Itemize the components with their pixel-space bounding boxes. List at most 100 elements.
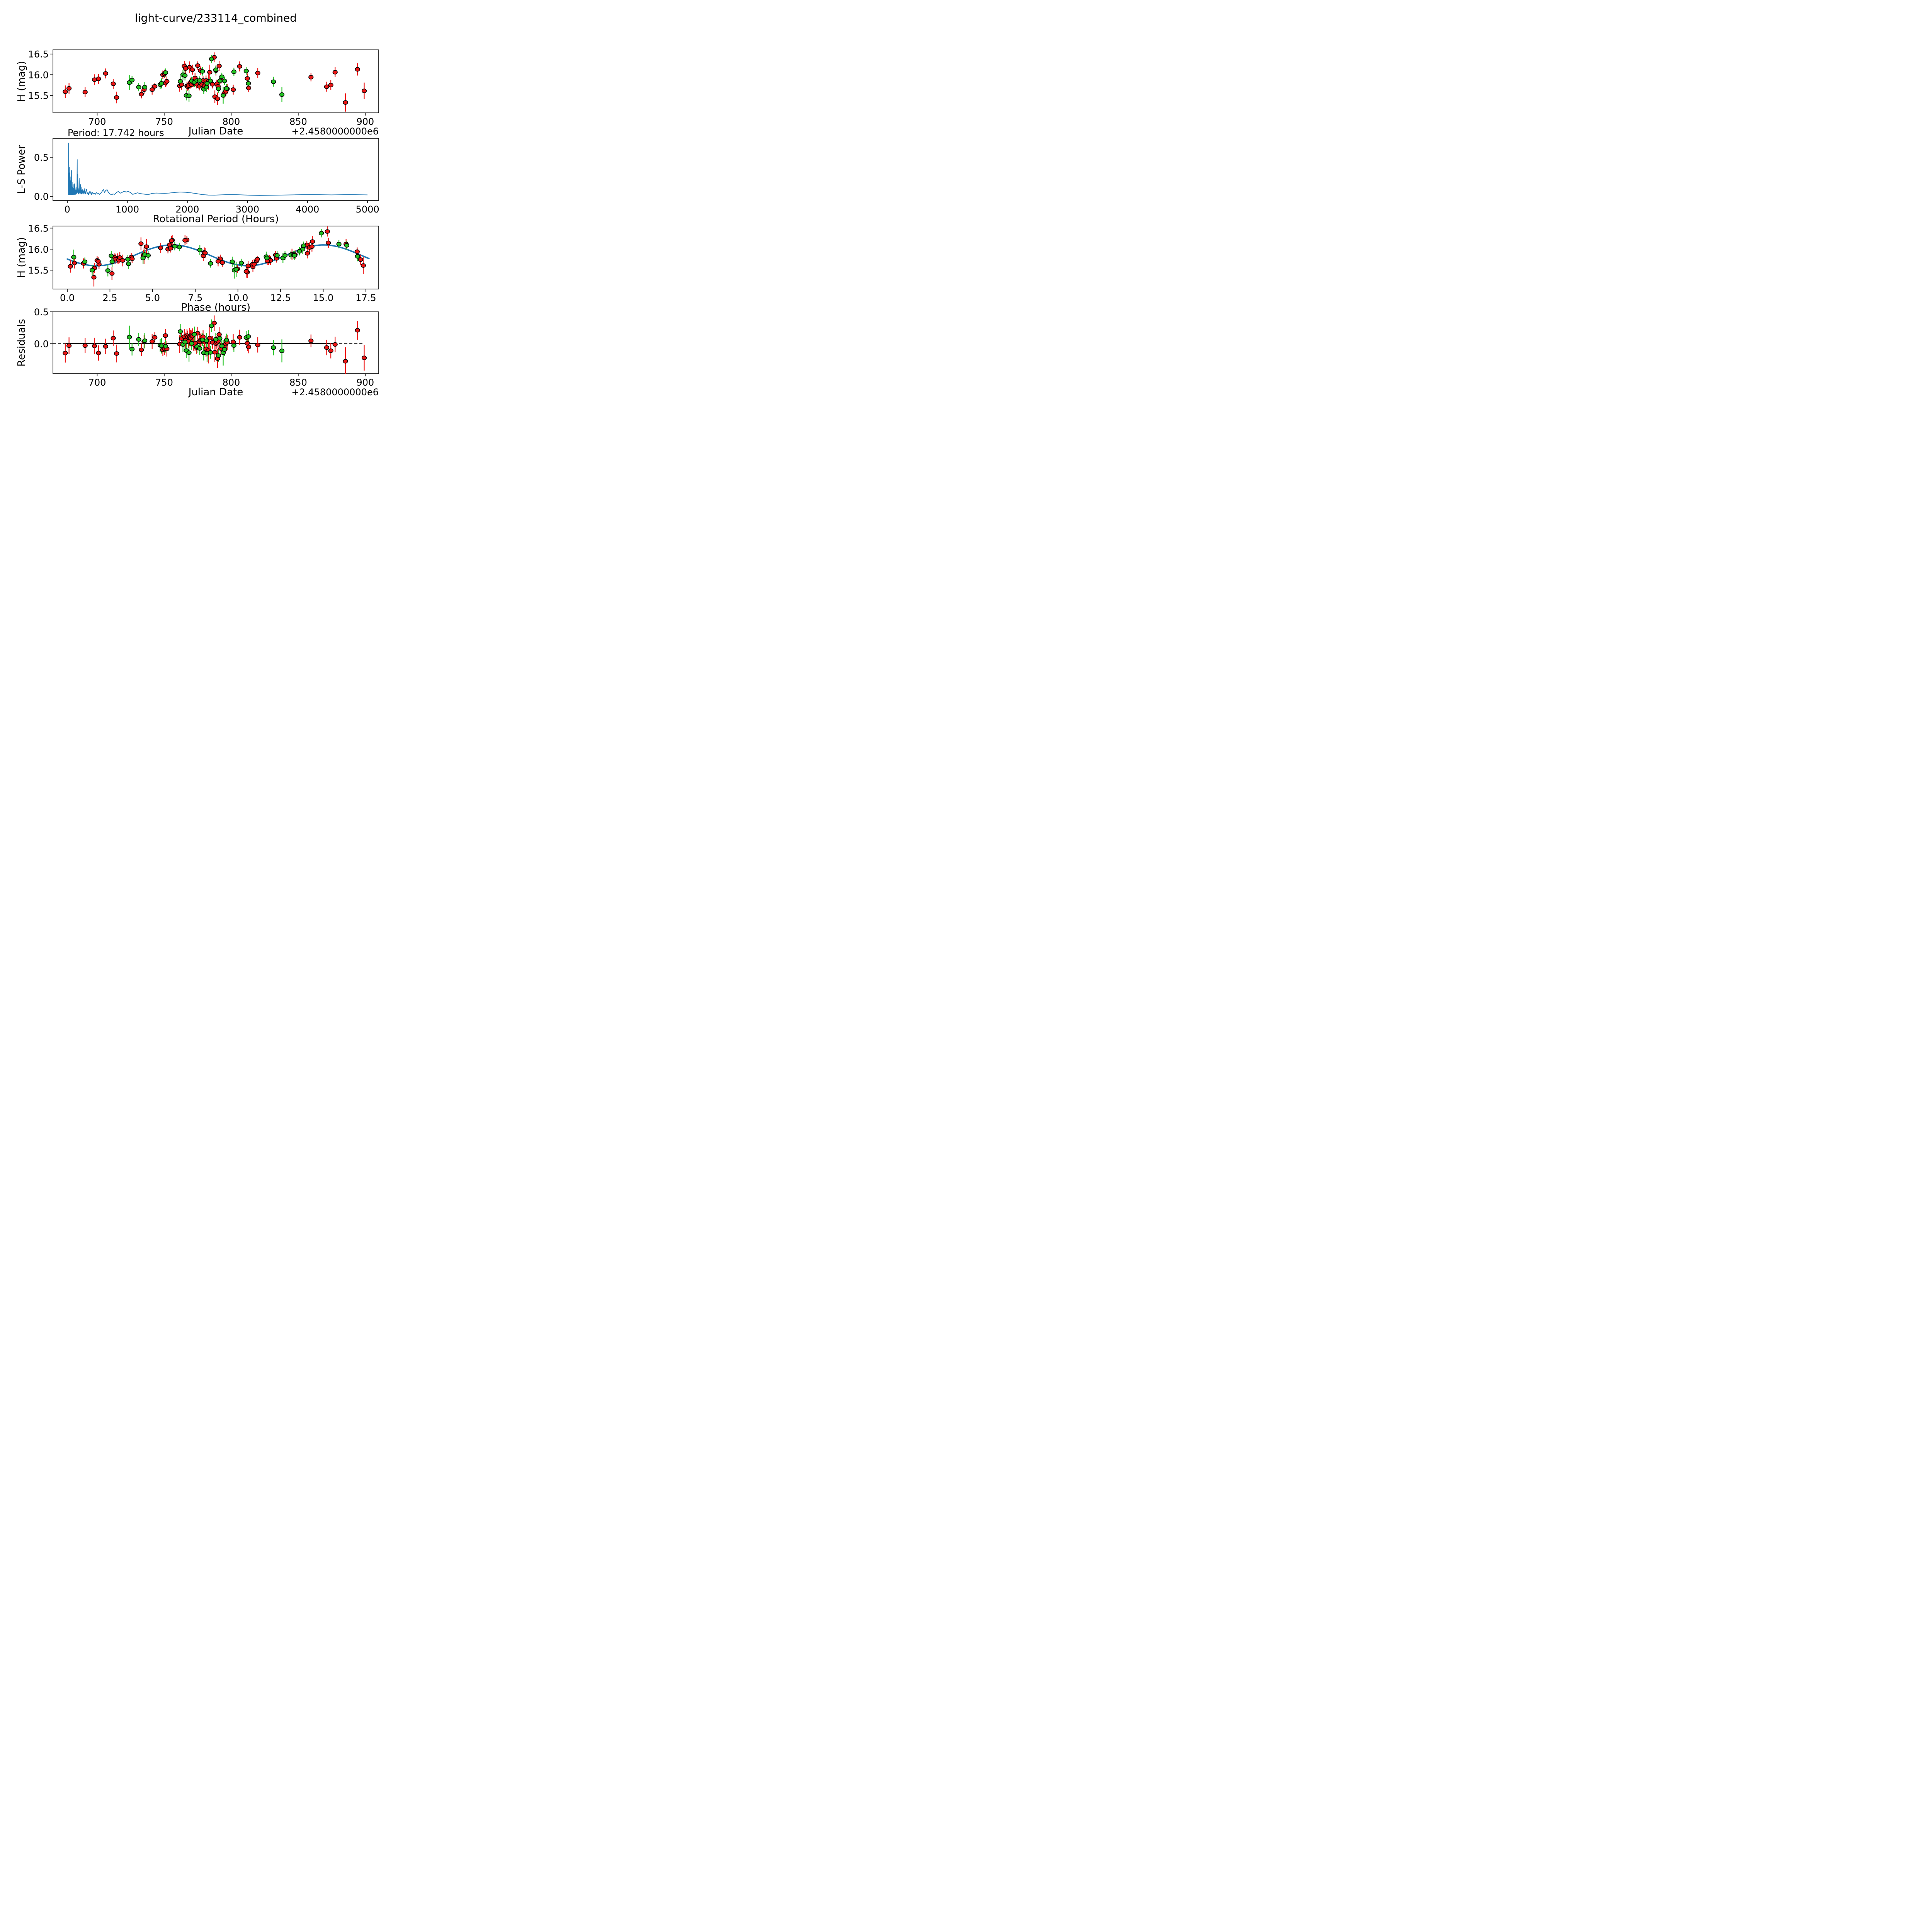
data-point-green: [182, 340, 188, 344]
axes-spines: [53, 311, 379, 374]
data-point-red: [150, 339, 155, 344]
y-tick-label: 15.5: [28, 265, 49, 276]
x-tick-label: 7.5: [188, 293, 202, 303]
data-point-green: [209, 56, 214, 61]
data-point-red: [309, 244, 315, 249]
data-point-red: [114, 351, 119, 356]
data-point-green: [192, 332, 197, 337]
data-point-red: [68, 264, 73, 269]
data-point-red: [245, 341, 250, 345]
data-point-green: [246, 81, 251, 86]
data-point-green: [219, 74, 224, 79]
data-point-red: [202, 250, 208, 255]
data-point-green: [140, 255, 146, 260]
data-point-green: [297, 249, 302, 254]
data-point-red: [324, 84, 329, 89]
subplot-periodogram: 0 1000 2000 3000 4000 5000 0.0 0.5 Rotational Pe…: [16, 128, 379, 225]
data-point-green: [319, 231, 324, 236]
data-point-green: [142, 85, 148, 90]
data-point-red: [355, 328, 360, 333]
subplot-residuals: 700 750 800 850 900 0.0 0.5 Julian Date Residual…: [16, 307, 379, 398]
x-tick-label: 850: [289, 116, 307, 127]
data-point-green: [208, 78, 213, 83]
data-point-red: [114, 95, 119, 100]
data-point-red: [215, 259, 221, 264]
data-point-red: [355, 67, 360, 72]
data-point-red: [237, 64, 242, 69]
data-point-red: [66, 86, 72, 91]
data-point-green: [177, 329, 183, 334]
data-point-green: [222, 78, 227, 83]
data-point-red: [230, 87, 236, 92]
data-point-green: [129, 78, 135, 83]
data-point-red: [167, 243, 172, 247]
data-point-green: [279, 92, 285, 97]
data-point-red: [103, 71, 108, 76]
data-point-green: [238, 260, 244, 265]
data-point-green: [216, 87, 221, 91]
data-point-red: [310, 239, 315, 244]
y-tick-label: 0.0: [34, 338, 49, 349]
data-point-red: [169, 238, 174, 243]
data-point-green: [208, 261, 213, 266]
data-point-red: [82, 343, 88, 348]
data-point-green: [279, 349, 285, 353]
data-point-green: [355, 254, 360, 259]
data-point-green: [125, 257, 131, 262]
data-point-red: [96, 77, 101, 81]
x-tick-label: 700: [88, 377, 106, 388]
axes-spines: [53, 138, 379, 201]
data-point-red: [96, 350, 101, 355]
y-tick-label: 0.5: [34, 152, 49, 163]
data-point-red: [195, 63, 201, 68]
data-point-green: [163, 70, 168, 75]
data-point-red: [95, 259, 101, 264]
data-point-red: [207, 336, 213, 340]
data-point-green: [264, 255, 270, 260]
data-point-red: [63, 89, 68, 94]
data-point-red: [163, 333, 168, 338]
data-point-red: [252, 262, 257, 267]
data-point-green: [136, 337, 141, 342]
data-point-green: [222, 347, 227, 352]
data-point-red: [237, 335, 242, 340]
data-point-green: [219, 344, 224, 349]
x-tick-label: 5000: [356, 204, 379, 215]
x-tick-label: 4000: [296, 204, 319, 215]
data-point-green: [217, 336, 223, 341]
data-point-green: [230, 259, 235, 264]
data-point-green: [172, 244, 177, 248]
data-point-green: [197, 78, 202, 83]
data-point-red: [361, 88, 367, 93]
data-point-red: [129, 256, 135, 261]
x-axis-label: Phase (hours): [181, 302, 250, 313]
data-point-red: [243, 269, 249, 274]
y-axis-label: Residuals: [16, 319, 27, 366]
x-tick-label: 5.0: [145, 293, 160, 303]
data-point-red: [139, 92, 144, 97]
data-point-red: [111, 82, 116, 86]
x-axis-offset-text: +2.4580000000e6: [291, 126, 379, 137]
data-point-green: [213, 67, 219, 72]
x-axis-offset-text: +2.4580000000e6: [291, 387, 379, 398]
x-tick-label: 700: [88, 116, 106, 127]
data-point-green: [224, 86, 229, 91]
x-tick-label: 2.5: [102, 293, 117, 303]
data-point-green: [197, 248, 202, 252]
data-point-green: [145, 253, 151, 258]
data-point-red: [246, 85, 252, 90]
data-point-green: [271, 79, 276, 84]
data-point-green: [71, 255, 77, 260]
data-point-green: [220, 93, 226, 98]
data-point-red: [308, 75, 314, 80]
data-point-red: [72, 260, 77, 265]
data-point-green: [177, 245, 182, 250]
data-point-red: [308, 338, 314, 343]
data-point-red: [212, 350, 218, 355]
x-tick-label: 800: [222, 116, 240, 127]
data-point-green: [231, 70, 236, 74]
data-point-green: [224, 338, 229, 342]
data-point-red: [111, 336, 116, 340]
y-axis-label: H (mag): [16, 237, 27, 278]
x-axis-label: Julian Date: [188, 386, 243, 398]
